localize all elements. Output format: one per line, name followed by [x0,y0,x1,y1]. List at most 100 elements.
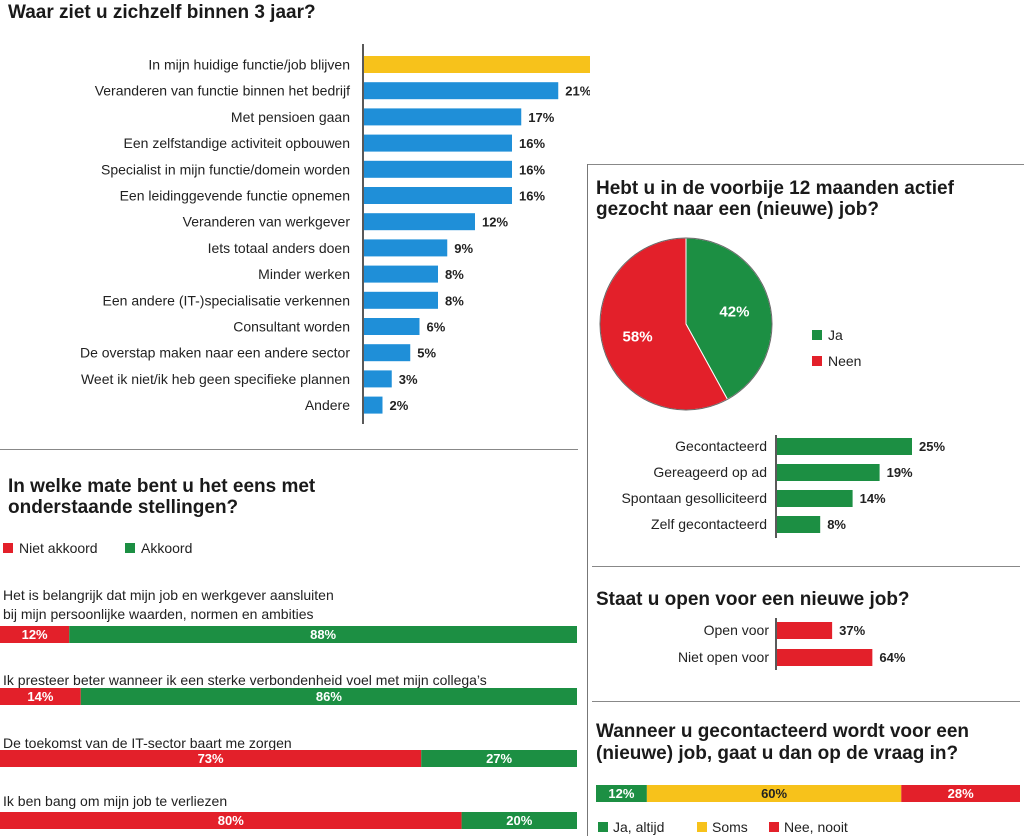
category-label: Minder werken [258,266,350,282]
bar [777,438,912,455]
bar-segment [596,785,647,802]
value-label: 19% [887,465,913,480]
legend-swatch [812,356,822,366]
value-label: 86% [316,689,342,704]
bar [364,213,475,231]
bar-agree [69,626,578,643]
bar [364,82,559,100]
legend-label: Nee, nooit [784,819,848,835]
bar [777,516,821,533]
bar [777,622,833,639]
category-label: Een andere (IT-)specialisatie verkennen [103,292,350,308]
value-label: 25% [919,439,945,454]
value-label: 27% [486,751,512,766]
legend-swatch [125,543,135,553]
divider-panel-2 [592,701,1020,702]
bar [364,134,512,152]
legend-label: Ja [828,327,843,343]
value-label: 16% [519,189,545,204]
value-label: 8% [445,293,464,308]
value-label: 12% [22,627,48,642]
bar [364,344,411,362]
bar-disagree [0,688,81,705]
bar [364,187,512,204]
value-label: 12% [482,215,508,230]
category-label: Consultant worden [233,319,350,335]
category-label: Weet ik niet/ik heb geen specifieke plan… [81,371,350,387]
pie-label: 58% [623,328,653,345]
category-label: Veranderen van werkgever [183,214,351,230]
value-label: 3% [399,372,418,387]
statement-label: Ik ben bang om mijn job te verliezen [3,793,227,809]
legend-swatch [598,822,608,832]
value-label: 8% [827,517,846,532]
bar [777,649,873,666]
panel-charts: 42% 58% Ja Neen Gecontacteerd 25% Gereageerd o… [596,237,1020,835]
value-label: 60% [761,786,787,801]
bar-agree [461,812,577,829]
category-label: Spontaan gesolliciteerd [621,490,767,506]
category-label: Gecontacteerd [675,438,767,454]
legend-swatch [3,543,13,553]
value-label: 9% [454,241,473,256]
legend-label: Akkoord [141,540,192,556]
category-label: Niet open voor [678,649,769,665]
chart-title-future: Waar ziet u zichzelf binnen 3 jaar? [8,2,316,23]
chart-title-contacted: Wanneer u gecontacteerd wordt voor een (… [596,721,970,764]
legend-swatch [812,330,822,340]
value-label: 37% [839,623,865,638]
legend-label: Ja, altijd [613,819,664,835]
right-panel [587,164,1024,836]
value-label: 73% [198,751,224,766]
legend-label: Niet akkoord [19,540,98,556]
value-label: 17% [528,110,554,125]
value-label: 14% [860,491,886,506]
statement-label: Ik presteer beter wanneer ik een sterke … [3,672,487,688]
bar [364,396,383,414]
bar-segment [901,785,1020,802]
pie-label: 42% [719,304,749,321]
bar [364,370,392,388]
value-label: 6% [427,320,446,335]
value-label: 16% [519,136,545,151]
value-label: 80% [218,813,244,828]
panel-top-border [588,164,1024,165]
legend-label: Neen [828,353,861,369]
legend-label: Soms [712,819,748,835]
bar [777,464,880,481]
chart-title-search: Hebt u in de voorbije 12 maanden actief … [596,178,954,220]
divider-panel-1 [592,566,1020,567]
bar [364,160,512,178]
bar [364,239,448,257]
bar [364,56,590,73]
value-label: 2% [390,398,409,413]
category-label: Een leidinggevende functie opnemen [120,188,350,204]
divider-left [0,449,578,450]
category-label: Zelf gecontacteerd [651,516,767,532]
value-label: 14% [27,689,53,704]
category-label: Specialist in mijn functie/domein worden [101,161,350,177]
bar-segment [646,785,902,802]
pie-outline [599,237,773,411]
statement-label: Het is belangrijk dat mijn job en werkge… [3,587,334,603]
category-label: Veranderen van functie binnen het bedrij… [95,83,350,99]
bar [364,108,522,126]
bar-agree [421,750,577,767]
value-label: 12% [608,786,634,801]
legend-swatch [769,822,779,832]
category-label: Met pensioen gaan [231,109,350,125]
bar [364,265,438,283]
category-label: Een zelfstandige activiteit opbouwen [124,135,350,151]
value-label: 21% [565,84,590,99]
category-label: Andere [305,397,350,413]
statement-label: De toekomst van de IT-sector baart me zo… [3,735,292,751]
bar-disagree [0,750,422,767]
value-label: 5% [417,346,436,361]
value-label: 16% [519,162,545,177]
value-label: 64% [879,650,905,665]
bar [777,490,853,507]
bar [364,318,420,335]
category-label: Gereageerd op ad [653,464,767,480]
category-label: De overstap maken naar een andere sector [80,345,350,361]
category-label: In mijn huidige functie/job blijven [148,57,350,73]
